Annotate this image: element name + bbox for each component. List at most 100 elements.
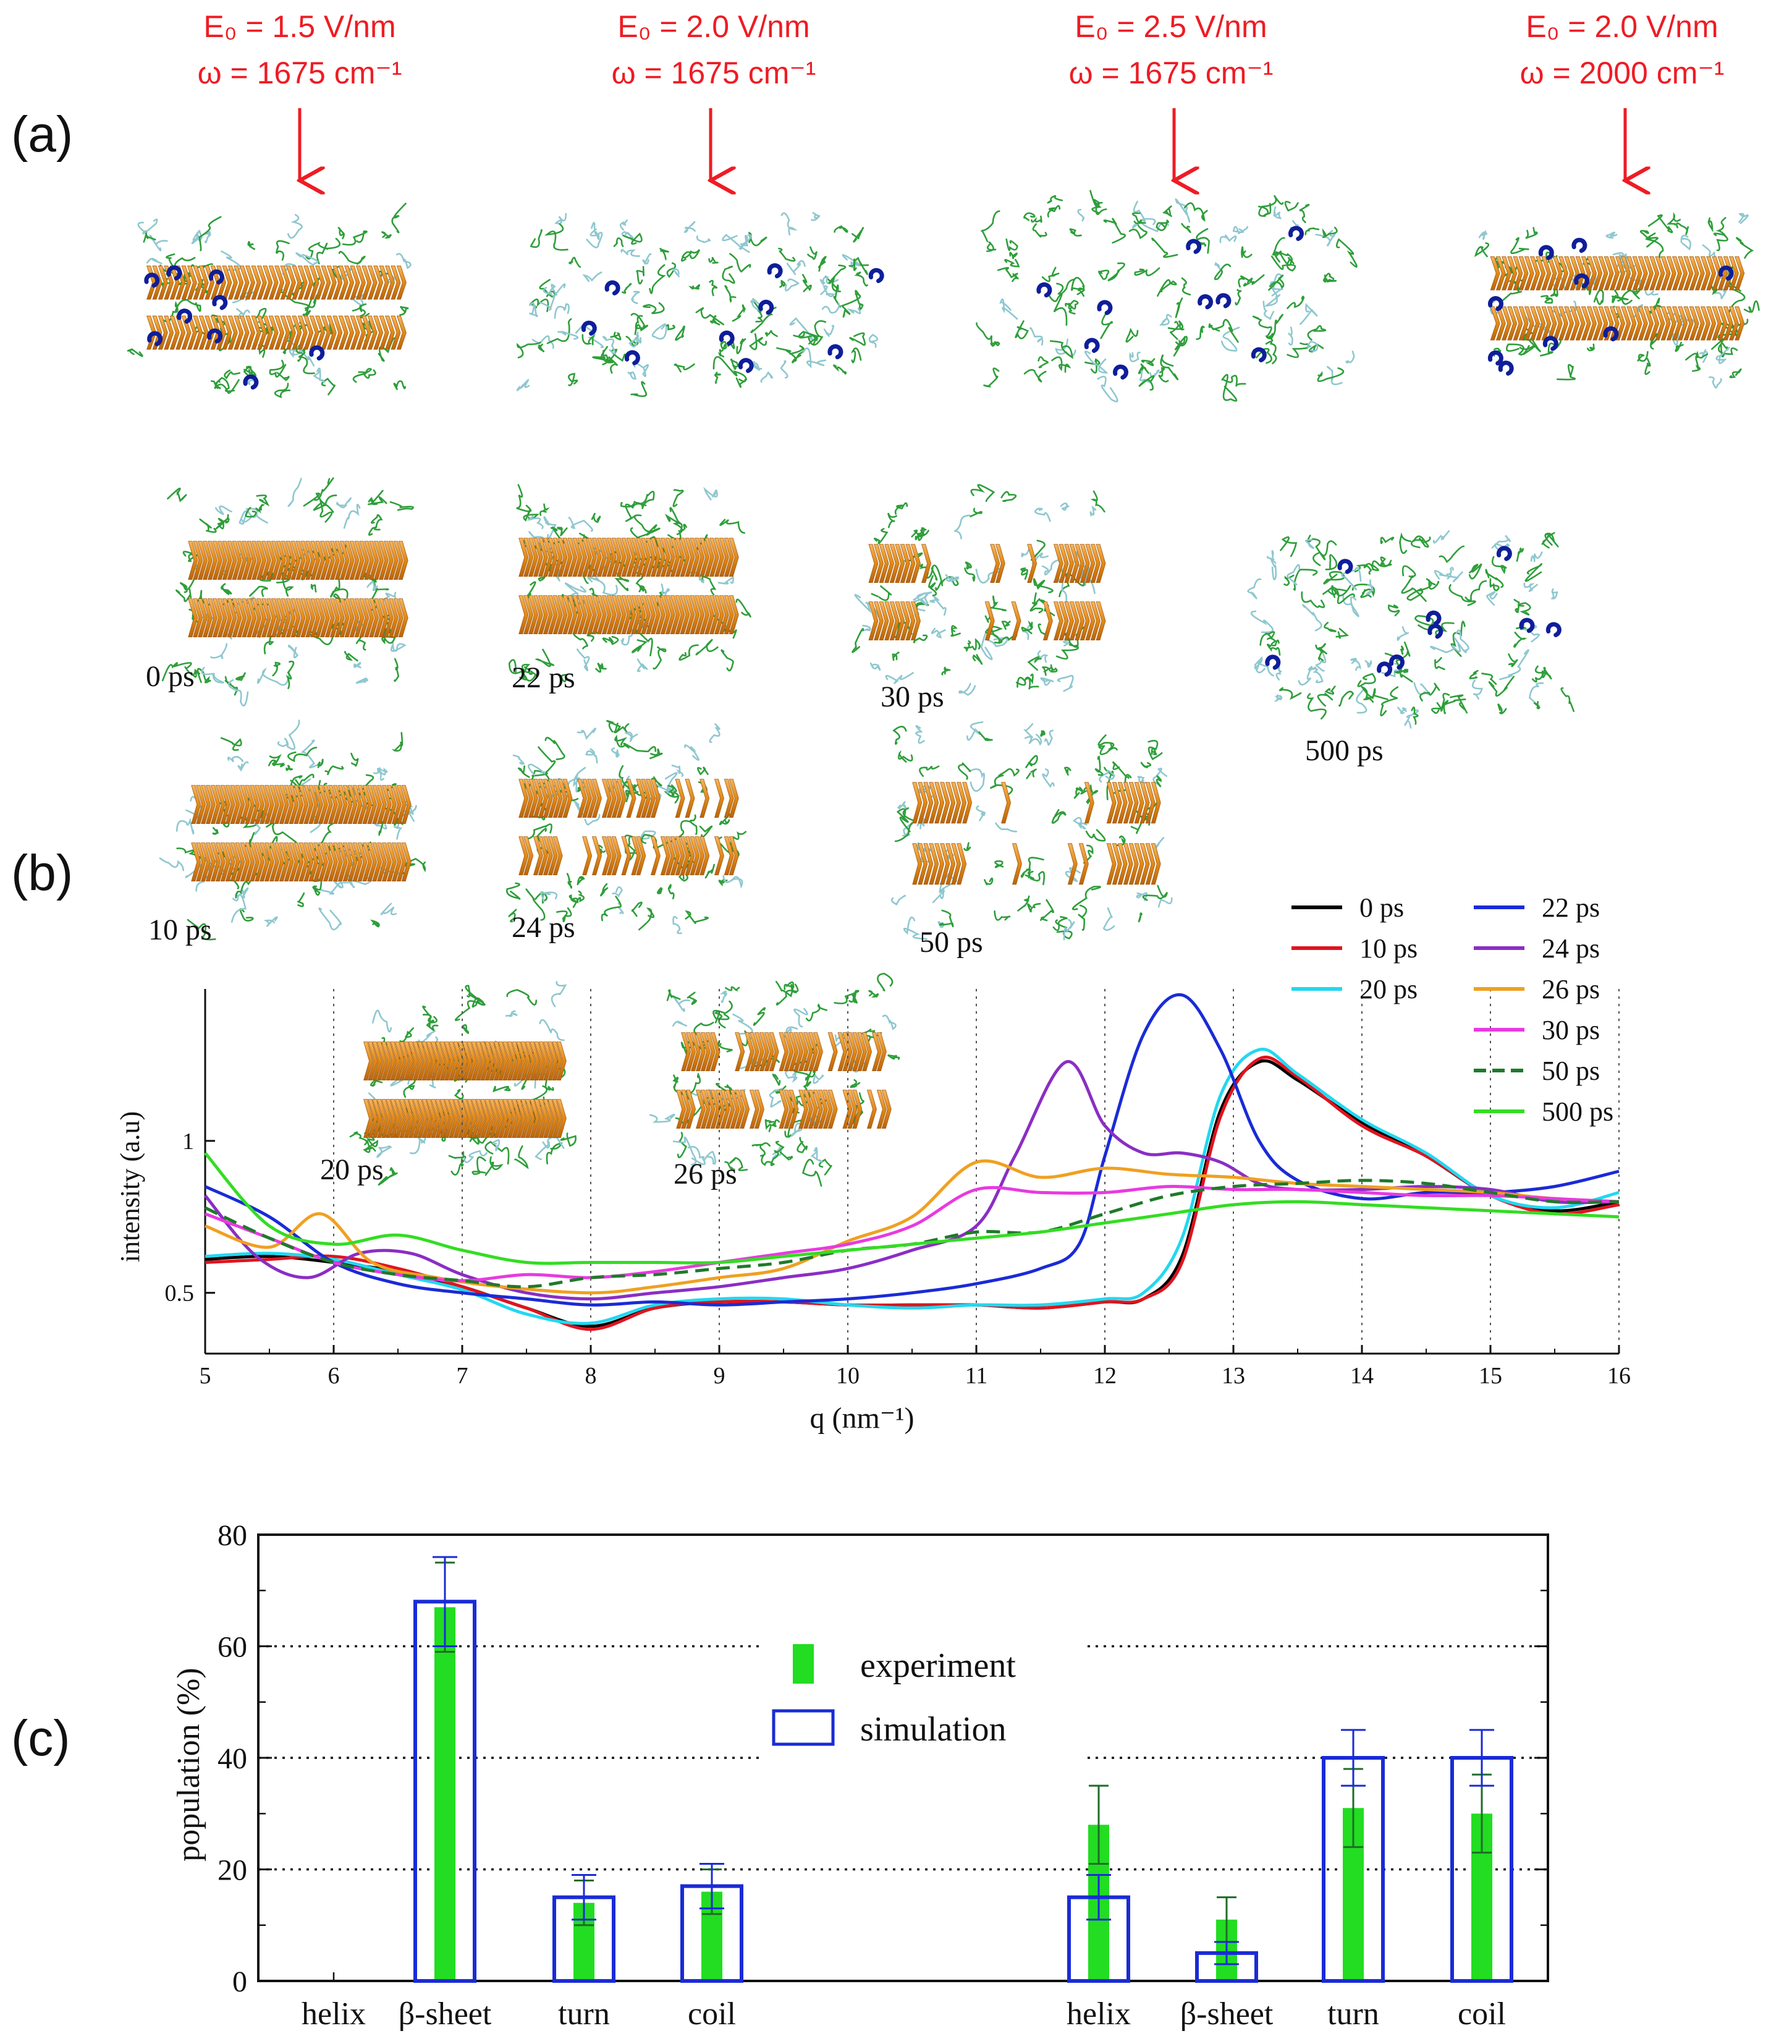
- peptide-strand: [625, 503, 647, 522]
- alpha-helix: [1186, 239, 1202, 254]
- beta-strand: [735, 1090, 745, 1129]
- peptide-strand: [735, 598, 751, 617]
- peptide-strand: [869, 662, 881, 671]
- beta-strand: [256, 315, 267, 350]
- beta-strand: [538, 595, 548, 634]
- snapshot-500ps-label: 500 ps: [1305, 734, 1384, 767]
- beta-strand: [294, 785, 304, 824]
- peptide-strand: [687, 1146, 706, 1166]
- beta-strand: [379, 315, 389, 350]
- beta-strand: [1067, 843, 1078, 885]
- peptide-strand: [913, 634, 928, 643]
- beta-strand: [533, 538, 543, 577]
- peptide-strand: [256, 667, 290, 686]
- y-tick-label: 0: [232, 1966, 247, 1998]
- peptide-strand: [1489, 578, 1500, 592]
- beta-strand: [205, 265, 215, 300]
- peptide-strand: [1270, 255, 1296, 272]
- beta-strand: [1001, 782, 1012, 824]
- beta-strand: [803, 1090, 814, 1129]
- peptide-strand: [484, 1156, 504, 1176]
- beta-strand: [1575, 256, 1586, 290]
- peptide-strand: [1167, 320, 1185, 331]
- beta-strand: [349, 598, 360, 637]
- beta-strand: [385, 315, 395, 350]
- peptide-strand: [228, 679, 249, 706]
- beta-strand: [591, 836, 602, 875]
- beta-strand: [945, 843, 956, 885]
- beta-strand: [512, 1041, 522, 1080]
- beta-strand: [1524, 256, 1534, 290]
- peptide-strand: [672, 1020, 687, 1027]
- peptide-strand: [336, 497, 352, 509]
- peptide-strand: [546, 318, 572, 344]
- beta-strand: [376, 1099, 387, 1138]
- peptide-strand: [544, 737, 565, 760]
- peptide-strand: [313, 501, 334, 513]
- peptide-strand: [1181, 277, 1191, 295]
- legend-label-simulation: simulation: [860, 1710, 1006, 1749]
- beta-strand: [373, 315, 384, 350]
- peptide-strand: [1541, 295, 1553, 304]
- peptide-strand: [572, 890, 585, 908]
- x-tick-label: 10: [836, 1363, 860, 1389]
- peptide-strand: [175, 817, 195, 834]
- peptide-strand: [1729, 368, 1742, 378]
- beta-strand: [391, 265, 401, 300]
- peptide-strand: [1262, 300, 1275, 320]
- peptide-strand: [143, 230, 156, 243]
- peptide-strand: [1397, 706, 1408, 715]
- peptide-strand: [577, 727, 596, 740]
- peptide-strand: [1265, 341, 1277, 365]
- beta-strand: [484, 1099, 495, 1138]
- beta-strand: [606, 538, 617, 577]
- beta-strand: [670, 538, 680, 577]
- beta-strand: [543, 779, 553, 818]
- beta-strand: [210, 785, 221, 824]
- peptide-strand: [939, 909, 954, 928]
- beta-strand: [1518, 306, 1529, 341]
- peptide-strand: [802, 274, 812, 292]
- peptide-strand: [1107, 262, 1125, 282]
- beta-strand: [303, 785, 314, 824]
- peptide-strand: [566, 873, 573, 889]
- peptide-strand: [284, 719, 300, 750]
- beta-strand: [709, 595, 719, 634]
- beta-strand: [675, 836, 685, 875]
- peptide-strand: [671, 764, 684, 777]
- peptide-strand: [928, 575, 937, 596]
- beta-strand: [1518, 256, 1529, 290]
- beta-strand: [453, 1099, 463, 1138]
- beta-strand: [372, 842, 382, 881]
- beta-strand: [1694, 256, 1705, 290]
- beta-strand: [222, 541, 232, 580]
- peptide-strand: [239, 908, 254, 922]
- peptide-strand: [779, 280, 786, 288]
- peptide-strand: [1287, 295, 1305, 310]
- peptide-strand: [1033, 578, 1054, 593]
- beta-strand: [538, 779, 548, 818]
- beta-strand: [912, 782, 923, 824]
- peptide-strand: [697, 766, 709, 776]
- beta-strand: [543, 1099, 554, 1138]
- peptide-strand: [793, 1007, 808, 1028]
- beta-strand: [547, 779, 558, 818]
- beta-strand: [383, 598, 394, 637]
- beta-strand: [274, 842, 284, 881]
- peptide-strand: [1057, 674, 1074, 692]
- peptide-strand: [1469, 669, 1479, 680]
- beta-strand: [523, 595, 534, 634]
- peptide-strand: [717, 576, 734, 585]
- beta-strand: [923, 843, 934, 885]
- peptide-strand: [546, 1142, 563, 1164]
- peptide-strand: [305, 294, 318, 312]
- beta-strand: [354, 598, 365, 637]
- peptide-strand: [793, 331, 819, 339]
- peptide-strand: [1468, 563, 1482, 580]
- peptide-strand: [368, 526, 381, 536]
- peptide-strand: [1073, 786, 1084, 799]
- alpha-helix: [767, 263, 783, 279]
- peptide-strand: [1131, 212, 1143, 224]
- beta-sheet-group: [518, 779, 739, 875]
- beta-strand: [626, 538, 636, 577]
